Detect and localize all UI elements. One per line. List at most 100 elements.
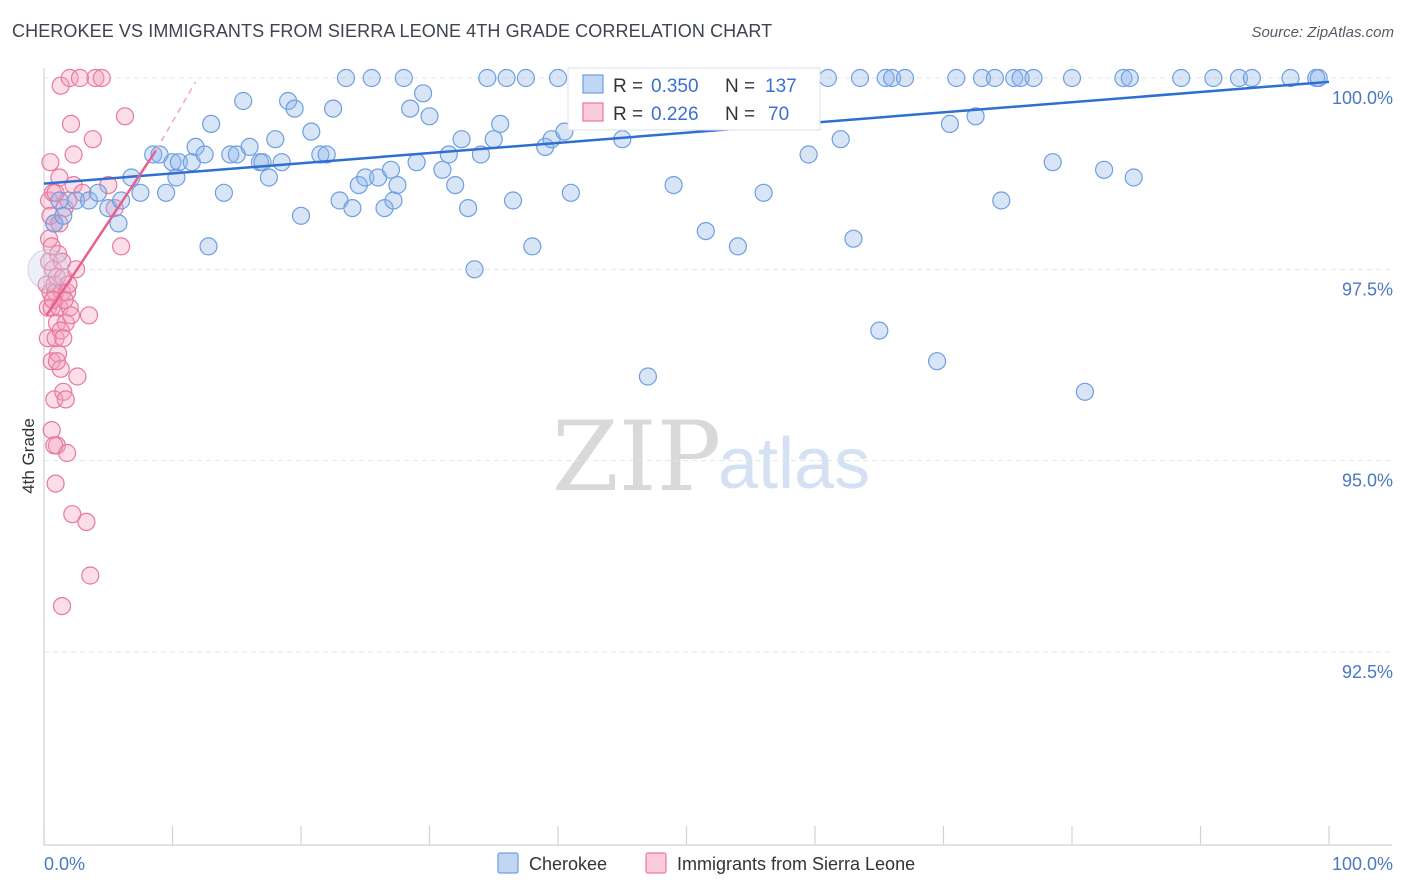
point-cherokee-41 — [343, 199, 362, 218]
point-cherokee-26 — [240, 137, 259, 156]
point-cherokee-89 — [754, 183, 773, 202]
bottom-legend-swatch-sierra-leone — [645, 852, 667, 874]
point-cherokee-25 — [234, 91, 253, 111]
watermark-zip: ZIP — [552, 401, 721, 513]
legend-r-label-cherokee: R = — [613, 76, 643, 97]
point-cherokee-51 — [401, 99, 420, 118]
axes — [43, 68, 1392, 846]
legend-n-label-sierra-leone: N = — [725, 104, 755, 125]
point-cherokee-99 — [876, 68, 895, 88]
point-cherokee-93 — [799, 145, 818, 164]
stats-legend-box — [567, 67, 821, 131]
point-cherokee-66 — [503, 191, 523, 210]
point-cherokee-122 — [1242, 68, 1262, 88]
point-cherokee-106 — [972, 68, 992, 88]
point-cherokee-38 — [324, 99, 343, 118]
point-cherokee-123 — [1281, 68, 1300, 88]
point-sierra-leone-6 — [41, 153, 60, 172]
point-cherokee-63 — [484, 130, 503, 149]
watermark-atlas: atlas — [718, 424, 870, 504]
point-cherokee-87 — [728, 237, 748, 256]
legend-n-label-cherokee: N = — [725, 76, 755, 97]
point-cherokee-114 — [1075, 382, 1095, 401]
point-cherokee-29 — [259, 168, 278, 187]
point-cherokee-35 — [302, 122, 321, 141]
point-cherokee-3 — [66, 191, 86, 210]
y-axis-label: 4th Grade — [19, 418, 38, 494]
point-cherokee-94 — [818, 68, 838, 88]
point-sierra-leone-39 — [63, 505, 82, 524]
y-tick-label-3: 92.5% — [1342, 662, 1393, 682]
point-cherokee-73 — [561, 183, 581, 202]
point-cherokee-2 — [54, 206, 73, 225]
point-cherokee-42 — [349, 176, 368, 195]
point-cherokee-71 — [548, 68, 568, 88]
point-cherokee-7 — [109, 214, 128, 233]
point-cherokee-36 — [311, 145, 330, 164]
point-sierra-leone-65 — [47, 352, 67, 371]
bottom-legend-label-cherokee: Cherokee — [529, 854, 607, 874]
point-cherokee-53 — [414, 84, 433, 103]
point-cherokee-34 — [291, 206, 311, 225]
legend-swatch-sierra-leone — [582, 102, 604, 122]
point-cherokee-112 — [1043, 153, 1062, 172]
series-legend: Cherokee Immigrants from Sierra Leone — [497, 852, 915, 874]
point-cherokee-60 — [465, 260, 484, 279]
point-cherokee-43 — [356, 168, 375, 187]
point-cherokee-95 — [831, 130, 850, 149]
point-sierra-leone-68 — [54, 329, 73, 348]
point-cherokee-97 — [850, 68, 870, 88]
point-cherokee-116 — [1114, 68, 1133, 88]
point-cherokee-40 — [336, 68, 356, 88]
point-sierra-leone-7 — [42, 421, 61, 440]
point-cherokee-55 — [433, 160, 452, 179]
point-sierra-leone-38 — [61, 306, 81, 325]
point-sierra-leone-44 — [70, 68, 90, 88]
point-cherokee-47 — [381, 160, 401, 179]
point-cherokee-52 — [407, 153, 426, 172]
point-cherokee-14 — [163, 153, 182, 172]
point-cherokee-48 — [384, 191, 403, 210]
point-cherokee-105 — [966, 107, 985, 126]
point-sierra-leone-15 — [46, 474, 65, 493]
point-cherokee-100 — [882, 68, 902, 88]
point-cherokee-62 — [478, 68, 497, 88]
point-cherokee-49 — [388, 176, 407, 195]
point-cherokee-13 — [157, 183, 176, 202]
source-credit: Source: ZipAtlas.com — [1251, 24, 1394, 41]
point-cherokee-30 — [266, 130, 285, 149]
point-cherokee-118 — [1124, 168, 1143, 187]
point-cherokee-64 — [491, 114, 510, 134]
point-cherokee-32 — [279, 91, 298, 111]
y-tick-labels: 100.0% 97.5% 95.0% 92.5% — [1332, 88, 1393, 682]
point-cherokee-44 — [362, 68, 381, 88]
point-cherokee-101 — [895, 68, 915, 88]
point-cherokee-67 — [516, 68, 536, 88]
point-cherokee-119 — [1172, 68, 1191, 88]
point-sierra-leone-51 — [92, 68, 111, 88]
point-cherokee-81 — [664, 176, 683, 195]
legend-r-label-sierra-leone: R = — [613, 104, 643, 125]
trend-lines — [43, 80, 1330, 316]
point-cherokee-68 — [523, 237, 542, 256]
legend-n-value-sierra-leone: 70 — [768, 104, 789, 125]
point-sierra-leone-54 — [111, 237, 131, 256]
point-sierra-leone-70 — [52, 252, 72, 271]
series-sierra-leone-points — [37, 68, 135, 616]
bottom-legend-swatch-cherokee — [497, 852, 519, 874]
point-cherokee-54 — [420, 107, 439, 126]
point-cherokee-120 — [1204, 68, 1223, 88]
point-cherokee-109 — [1005, 68, 1024, 88]
legend-r-value-cherokee: 0.350 — [651, 76, 699, 97]
legend-swatch-cherokee — [582, 74, 604, 94]
point-cherokee-103 — [940, 114, 960, 134]
stats-legend: R = 0.350 N = 137 R = 0.226 N = 70 — [567, 67, 821, 131]
point-cherokee-37 — [317, 145, 336, 164]
point-cherokee-33 — [285, 99, 304, 118]
point-sierra-leone-30 — [56, 390, 75, 409]
trend-line-sierra-leone — [45, 150, 157, 316]
point-sierra-leone-37 — [61, 114, 81, 134]
point-sierra-leone-52 — [99, 176, 118, 195]
point-cherokee-31 — [272, 153, 291, 172]
